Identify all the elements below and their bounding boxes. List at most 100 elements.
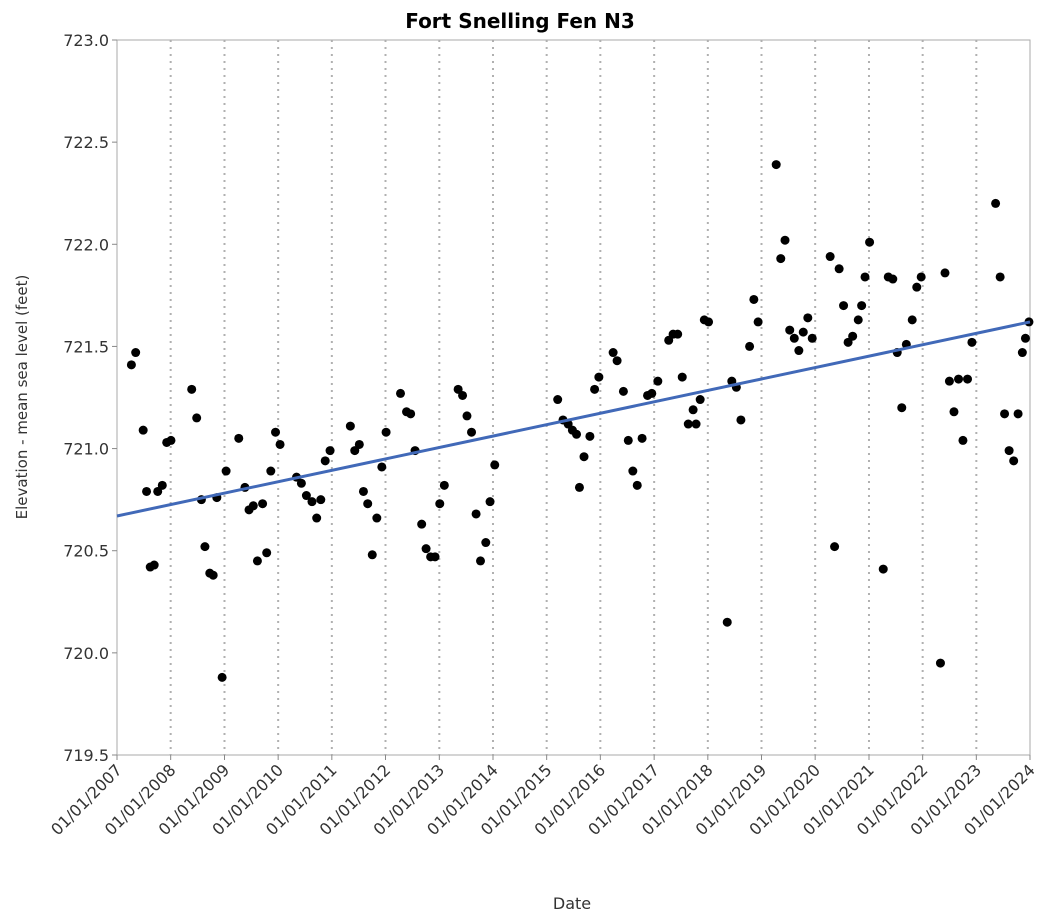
- data-point: [296, 478, 306, 488]
- data-point: [350, 446, 360, 456]
- data-point: [1013, 409, 1023, 419]
- data-point: [1000, 409, 1010, 419]
- data-point: [916, 272, 926, 282]
- y-axis: 719.5 720.0 720.5 721.0 721.5 722.0 722.5 723.0: [63, 31, 117, 765]
- data-point: [736, 415, 746, 425]
- x-axis: 01/01/200701/01/200801/01/200901/01/2010…: [47, 755, 1039, 839]
- data-point: [857, 301, 867, 311]
- data-point: [126, 360, 136, 370]
- data-point: [722, 617, 732, 627]
- data-point: [637, 433, 647, 443]
- data-point: [458, 390, 468, 400]
- y-tick-label: 723.0: [63, 31, 109, 50]
- data-point: [830, 542, 840, 552]
- data-point: [266, 466, 276, 476]
- data-point: [995, 272, 1005, 282]
- data-point: [691, 419, 701, 429]
- data-point: [878, 564, 888, 574]
- data-point: [485, 497, 495, 507]
- data-point: [467, 427, 477, 437]
- data-point: [372, 513, 382, 523]
- data-point: [834, 264, 844, 274]
- data-point: [153, 486, 163, 496]
- data-point: [275, 439, 285, 449]
- plot-area: [116, 39, 1031, 756]
- data-point: [381, 427, 391, 437]
- data-point: [653, 376, 663, 386]
- data-point: [585, 431, 595, 441]
- data-point: [192, 413, 202, 423]
- trend-line: [116, 320, 1031, 518]
- y-axis-label: Elevation - mean sea level (feet): [13, 275, 31, 520]
- data-point: [475, 556, 485, 566]
- data-point: [907, 315, 917, 325]
- data-point: [187, 384, 197, 394]
- chart-title: Fort Snelling Fen N3: [405, 9, 635, 33]
- data-point: [825, 252, 835, 262]
- data-point: [753, 317, 763, 327]
- data-point: [435, 499, 445, 509]
- data-point: [618, 386, 628, 396]
- grid-lines: [169, 40, 978, 755]
- data-point: [843, 337, 853, 347]
- data-point: [688, 405, 698, 415]
- data-point: [958, 435, 968, 445]
- y-tick-label: 722.5: [63, 133, 109, 152]
- data-point: [803, 313, 813, 323]
- data-point: [860, 272, 870, 282]
- data-point: [208, 570, 218, 580]
- data-point: [363, 499, 373, 509]
- data-point: [262, 548, 272, 558]
- data-point: [785, 325, 795, 335]
- data-point: [623, 435, 633, 445]
- data-point: [430, 552, 440, 562]
- data-point: [406, 409, 416, 419]
- data-point: [377, 462, 387, 472]
- data-point: [912, 282, 922, 292]
- data-point: [325, 446, 335, 456]
- data-point: [271, 427, 281, 437]
- data-point: [312, 513, 322, 523]
- data-point: [865, 237, 875, 247]
- data-point: [963, 374, 973, 384]
- data-point: [481, 538, 491, 548]
- data-point: [807, 333, 817, 343]
- data-point: [354, 439, 364, 449]
- data-point: [258, 499, 268, 509]
- data-point: [553, 395, 563, 405]
- data-point: [794, 346, 804, 356]
- data-point: [200, 542, 210, 552]
- data-point: [307, 497, 317, 507]
- data-point: [745, 341, 755, 351]
- data-point: [749, 294, 759, 304]
- data-point: [320, 456, 330, 466]
- data-point: [888, 274, 898, 284]
- data-point: [590, 384, 600, 394]
- data-point: [217, 672, 227, 682]
- data-point: [574, 482, 584, 492]
- data-point: [248, 501, 258, 511]
- data-point: [572, 429, 582, 439]
- data-point: [647, 388, 657, 398]
- data-point: [677, 372, 687, 382]
- x-axis-label: Date: [553, 894, 591, 913]
- data-point: [421, 544, 431, 554]
- data-point: [594, 372, 604, 382]
- data-point: [462, 411, 472, 421]
- data-point: [940, 268, 950, 278]
- data-point: [776, 254, 786, 264]
- data-point: [848, 331, 858, 341]
- data-point: [166, 435, 176, 445]
- data-point: [704, 317, 714, 327]
- data-point: [853, 315, 863, 325]
- y-tick-label: 720.5: [63, 542, 109, 561]
- data-point: [234, 433, 244, 443]
- data-point: [358, 486, 368, 496]
- data-point: [935, 658, 945, 668]
- data-point: [1009, 456, 1019, 466]
- data-point: [138, 425, 148, 435]
- data-point: [944, 376, 954, 386]
- data-point: [417, 519, 427, 529]
- y-tick-label: 721.5: [63, 337, 109, 356]
